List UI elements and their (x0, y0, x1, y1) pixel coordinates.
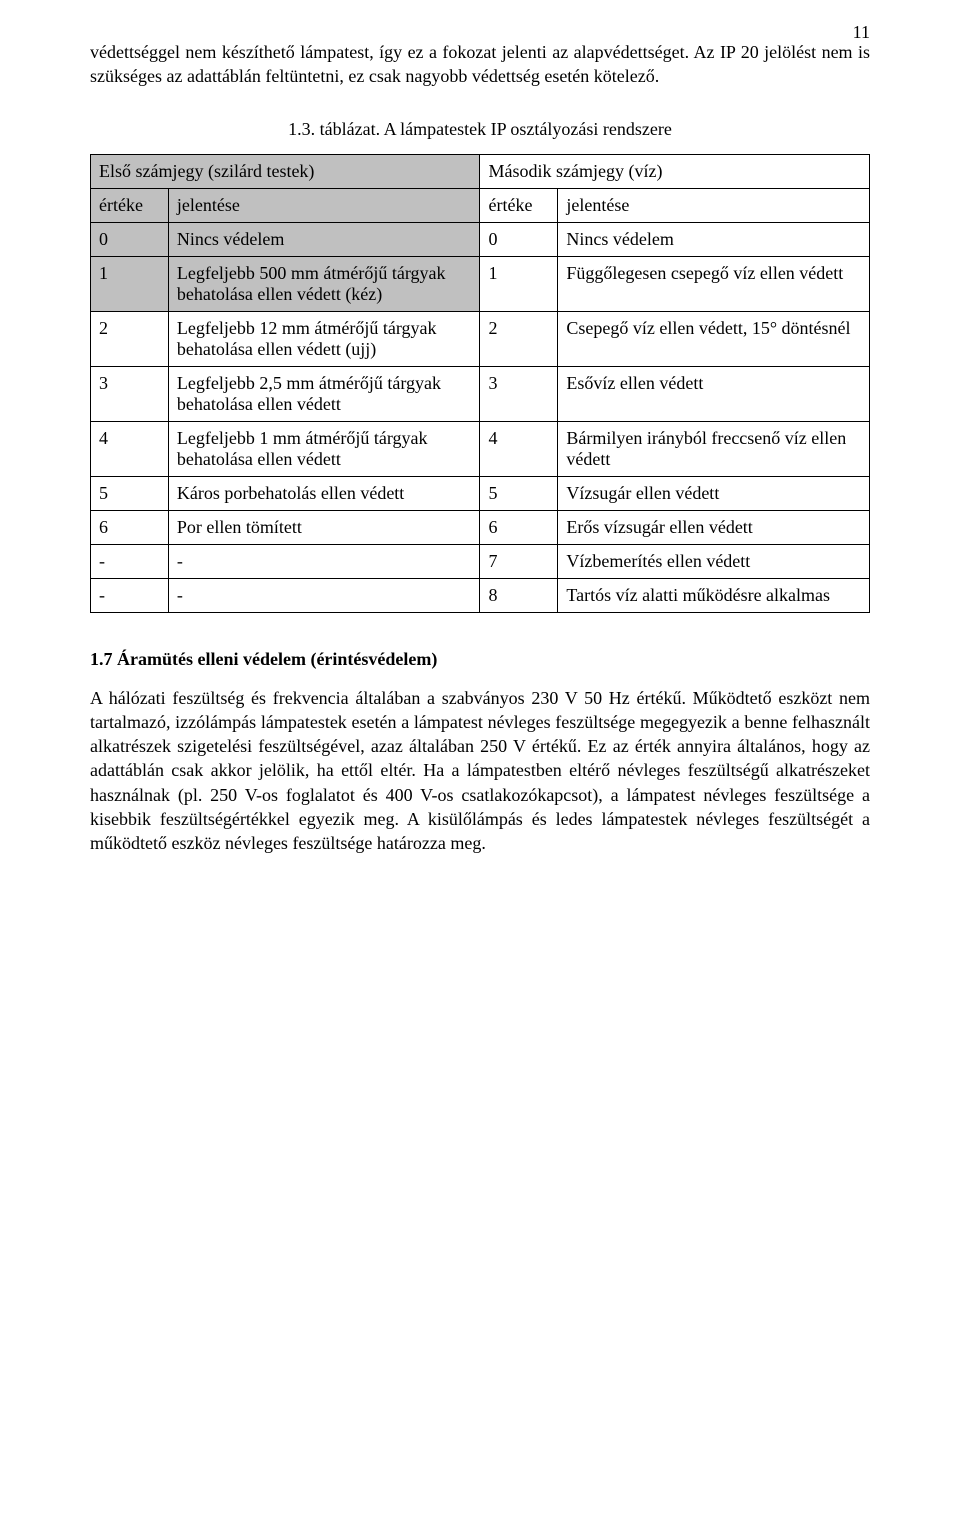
table-cell: 7 (480, 544, 558, 578)
col-header-meaning-1: jelentése (168, 188, 480, 222)
table-cell: 0 (91, 222, 169, 256)
table-cell: Függőlegesen csepegő víz ellen védett (558, 256, 870, 311)
table-group-header-row: Első számjegy (szilárd testek) Második s… (91, 154, 870, 188)
table-cell: Esővíz ellen védett (558, 366, 870, 421)
col-header-meaning-2: jelentése (558, 188, 870, 222)
section-heading: 1.7 Áramütés elleni védelem (érintésvéde… (90, 649, 870, 670)
table-row: 6Por ellen tömített6Erős vízsugár ellen … (91, 510, 870, 544)
table-row: --8Tartós víz alatti működésre alkalmas (91, 578, 870, 612)
intro-paragraph: védettséggel nem készíthető lámpatest, í… (90, 40, 870, 89)
table-row: 1Legfeljebb 500 mm átmérőjű tárgyak beha… (91, 256, 870, 311)
table-row: --7Vízbemerítés ellen védett (91, 544, 870, 578)
table-cell: 4 (480, 421, 558, 476)
table-sub-header-row: értéke jelentése értéke jelentése (91, 188, 870, 222)
table-cell: Legfeljebb 12 mm átmérőjű tárgyak behato… (168, 311, 480, 366)
col-header-value-1: értéke (91, 188, 169, 222)
table-cell: Vízbemerítés ellen védett (558, 544, 870, 578)
table-cell: Tartós víz alatti működésre alkalmas (558, 578, 870, 612)
table-cell: Por ellen tömített (168, 510, 480, 544)
table-cell: Legfeljebb 1 mm átmérőjű tárgyak behatol… (168, 421, 480, 476)
table-cell: Legfeljebb 2,5 mm átmérőjű tárgyak behat… (168, 366, 480, 421)
table-cell: Káros porbehatolás ellen védett (168, 476, 480, 510)
table-cell: Bármilyen irányból freccsenő víz ellen v… (558, 421, 870, 476)
table-cell: 1 (480, 256, 558, 311)
group-header-solids: Első számjegy (szilárd testek) (91, 154, 480, 188)
table-cell: 1 (91, 256, 169, 311)
group-header-water: Második számjegy (víz) (480, 154, 870, 188)
table-cell: - (168, 578, 480, 612)
table-cell: - (91, 544, 169, 578)
table-cell: 8 (480, 578, 558, 612)
table-row: 4Legfeljebb 1 mm átmérőjű tárgyak behato… (91, 421, 870, 476)
table-cell: 6 (480, 510, 558, 544)
table-cell: 2 (91, 311, 169, 366)
table-row: 3Legfeljebb 2,5 mm átmérőjű tárgyak beha… (91, 366, 870, 421)
page-number: 11 (853, 22, 870, 43)
table-cell: - (168, 544, 480, 578)
col-header-value-2: értéke (480, 188, 558, 222)
table-cell: 5 (480, 476, 558, 510)
table-cell: 3 (91, 366, 169, 421)
body-paragraph: A hálózati feszültség és frekvencia álta… (90, 686, 870, 856)
table-cell: 0 (480, 222, 558, 256)
table-caption: 1.3. táblázat. A lámpatestek IP osztályo… (90, 119, 870, 140)
table-row: 2Legfeljebb 12 mm átmérőjű tárgyak behat… (91, 311, 870, 366)
table-cell: Nincs védelem (168, 222, 480, 256)
table-row: 5Káros porbehatolás ellen védett5Vízsugá… (91, 476, 870, 510)
table-cell: 3 (480, 366, 558, 421)
document-page: 11 védettséggel nem készíthető lámpatest… (0, 0, 960, 934)
table-cell: 2 (480, 311, 558, 366)
ip-classification-table: Első számjegy (szilárd testek) Második s… (90, 154, 870, 613)
table-cell: 5 (91, 476, 169, 510)
table-cell: Legfeljebb 500 mm átmérőjű tárgyak behat… (168, 256, 480, 311)
table-cell: Erős vízsugár ellen védett (558, 510, 870, 544)
table-cell: Csepegő víz ellen védett, 15° döntésnél (558, 311, 870, 366)
table-row: 0Nincs védelem0Nincs védelem (91, 222, 870, 256)
table-cell: 4 (91, 421, 169, 476)
table-cell: Nincs védelem (558, 222, 870, 256)
table-cell: - (91, 578, 169, 612)
table-cell: Vízsugár ellen védett (558, 476, 870, 510)
table-cell: 6 (91, 510, 169, 544)
